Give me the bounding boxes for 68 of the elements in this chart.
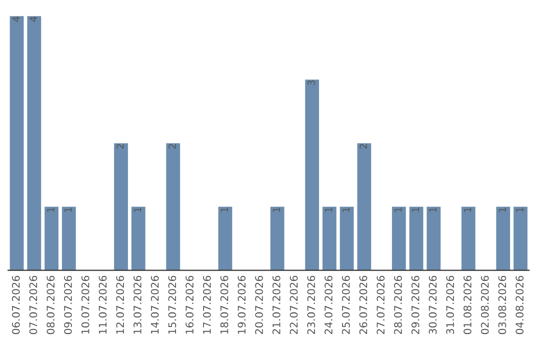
bar xyxy=(114,143,128,270)
bar xyxy=(166,143,180,270)
bar xyxy=(131,206,146,270)
bar xyxy=(27,16,42,270)
data-label: 1 xyxy=(516,208,524,212)
x-tick-label: 19.07.2026 xyxy=(238,276,246,334)
bar xyxy=(461,206,476,270)
data-label: 1 xyxy=(429,208,436,212)
bar xyxy=(357,143,372,270)
x-tick-label: 21.07.2026 xyxy=(272,276,280,334)
x-tick-label: 22.07.2026 xyxy=(290,276,298,334)
x-tick-label: 24.07.2026 xyxy=(324,276,332,334)
bar xyxy=(322,206,336,270)
x-tick-label: 29.07.2026 xyxy=(411,276,420,334)
bar xyxy=(44,206,58,270)
data-label: 1 xyxy=(342,208,350,212)
data-label: 1 xyxy=(412,208,419,212)
x-tick-label: 14.07.2026 xyxy=(150,276,159,334)
x-tick-label: 16.07.2026 xyxy=(186,276,194,334)
x-tick-label: 25.07.2026 xyxy=(342,276,350,334)
x-tick-label: 07.07.2026 xyxy=(29,276,38,334)
data-label: 1 xyxy=(220,208,228,212)
x-tick-label: 27.07.2026 xyxy=(376,276,385,334)
x-tick-label: 20.07.2026 xyxy=(255,276,263,334)
bar xyxy=(340,206,354,270)
x-tick-label: 26.07.2026 xyxy=(359,276,368,334)
bar xyxy=(496,206,510,270)
x-tick-label: 03.08.2026 xyxy=(498,276,506,334)
data-label: 3 xyxy=(308,80,315,86)
x-tick-label: 18.07.2026 xyxy=(220,276,228,334)
x-tick-label: 08.07.2026 xyxy=(46,276,55,334)
bar xyxy=(62,206,76,270)
x-tick-label: 12.07.2026 xyxy=(116,276,124,334)
data-label: 1 xyxy=(272,208,280,212)
data-label: 4 xyxy=(30,16,37,22)
x-tick-label: 04.08.2026 xyxy=(516,276,524,334)
data-label: 1 xyxy=(64,208,72,212)
bar xyxy=(514,206,528,270)
data-label: 1 xyxy=(394,208,402,212)
x-tick-label: 28.07.2026 xyxy=(394,276,402,334)
x-tick-label: 15.07.2026 xyxy=(168,276,176,334)
x-tick-label: 01.08.2026 xyxy=(464,276,472,334)
x-tick-label: 30.07.2026 xyxy=(428,276,437,334)
x-tick-label: 06.07.2026 xyxy=(12,276,20,334)
x-tick-label: 11.07.2026 xyxy=(98,276,107,334)
x-tick-label: 31.07.2026 xyxy=(446,276,454,334)
data-label: 1 xyxy=(134,208,142,212)
bar xyxy=(218,206,232,270)
data-label: 1 xyxy=(47,208,54,212)
data-label: 2 xyxy=(360,144,367,149)
bar xyxy=(392,206,406,270)
data-label: 1 xyxy=(464,208,472,212)
x-tick-label: 23.07.2026 xyxy=(307,276,316,334)
data-label: 2 xyxy=(168,144,176,149)
data-label: 1 xyxy=(498,208,506,212)
x-tick-label: 02.08.2026 xyxy=(480,276,489,334)
bar xyxy=(305,80,320,270)
x-tick-label: 17.07.2026 xyxy=(203,276,211,334)
bar xyxy=(426,206,441,270)
x-tick-label: 13.07.2026 xyxy=(134,276,142,334)
bar xyxy=(10,16,24,270)
data-label: 2 xyxy=(116,144,124,149)
data-label: 1 xyxy=(325,208,332,212)
data-label: 4 xyxy=(12,16,20,22)
x-tick-label: 09.07.2026 xyxy=(64,276,72,334)
bar xyxy=(409,206,424,270)
x-tick-label: 10.07.2026 xyxy=(81,276,90,334)
bar xyxy=(270,206,284,270)
